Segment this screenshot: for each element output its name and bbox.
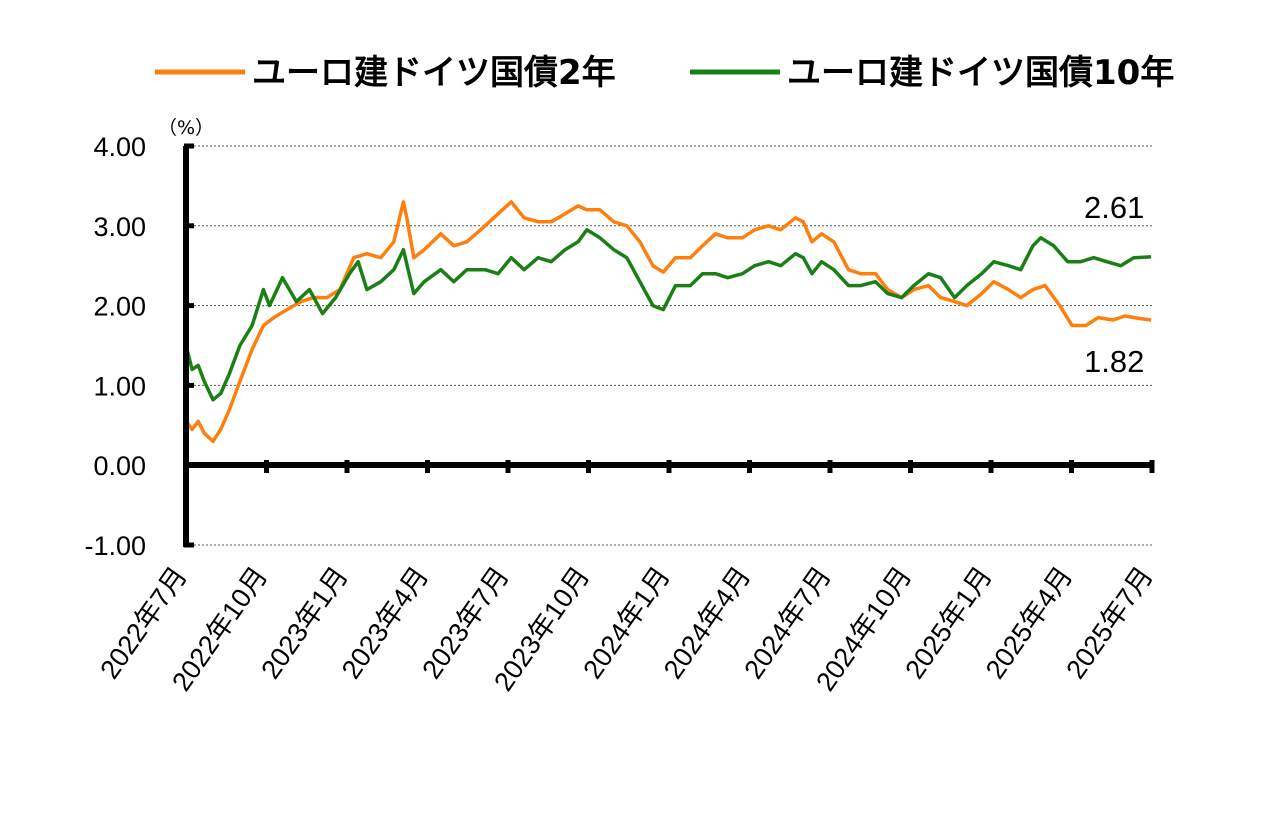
x-axis-ticks: 2022年7月2022年10月2023年1月2023年4月2023年7月2023…	[94, 460, 1159, 696]
series-line-2y	[184, 200, 1152, 444]
end-value-label-2y: 1.82	[1084, 344, 1144, 379]
legend-label-2y: ユーロ建ドイツ国債2年	[252, 53, 616, 93]
y-tick-label: 1.00	[93, 371, 146, 401]
y-tick-label: 4.00	[93, 132, 146, 162]
end-value-label-10y: 2.61	[1084, 190, 1144, 225]
series-lines	[184, 200, 1152, 444]
y-tick-label: 3.00	[93, 212, 146, 242]
y-tick-label: -1.00	[84, 531, 146, 561]
legend-label-10y: ユーロ建ドイツ国債10年	[787, 53, 1174, 93]
legend: ユーロ建ドイツ国債2年 ユーロ建ドイツ国債10年	[155, 53, 1174, 93]
series-line-10y	[184, 228, 1152, 402]
y-tick-label: 2.00	[93, 292, 146, 322]
y-tick-label: 0.00	[93, 451, 146, 481]
unit-label: （%）	[158, 117, 214, 139]
gridlines	[186, 145, 1152, 546]
y-axis-ticks: 4.00 3.00 2.00 1.00 0.00 -1.00	[84, 132, 194, 561]
